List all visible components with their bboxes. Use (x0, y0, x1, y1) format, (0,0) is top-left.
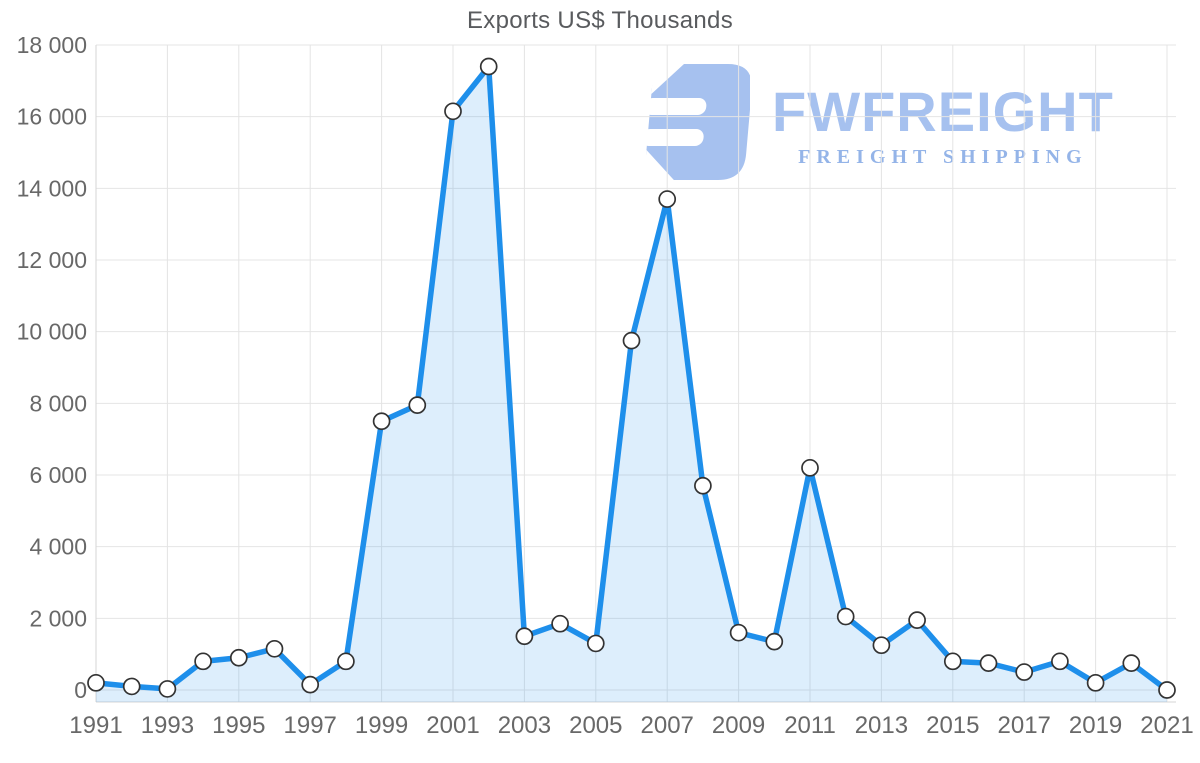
data-point-1991[interactable] (87, 673, 105, 692)
data-point-2006[interactable] (622, 331, 641, 350)
data-point-2019[interactable] (1086, 673, 1105, 692)
data-point-2002[interactable] (479, 57, 498, 76)
x-axis-label: 2003 (498, 712, 551, 739)
y-axis-label: 4 000 (29, 534, 87, 560)
data-point-2005[interactable] (586, 634, 605, 653)
y-axis-label: 6 000 (29, 462, 87, 488)
y-axis-label: 10 000 (17, 319, 87, 345)
data-point-1994[interactable] (194, 652, 212, 671)
x-axis-label: 2001 (426, 712, 479, 739)
x-axis-label: 2005 (569, 712, 622, 739)
y-axis-label: 0 (74, 677, 87, 703)
data-point-1998[interactable] (337, 652, 355, 671)
data-point-2018[interactable] (1051, 652, 1069, 671)
data-point-2020[interactable] (1122, 654, 1141, 672)
x-axis-label: 2021 (1140, 712, 1193, 739)
data-point-2014[interactable] (908, 611, 926, 629)
data-point-1996[interactable] (265, 639, 284, 658)
data-point-2001[interactable] (444, 102, 462, 121)
y-axis-label: 16 000 (17, 104, 87, 130)
data-point-1993[interactable] (158, 680, 177, 698)
data-point-1992[interactable] (122, 677, 141, 696)
data-point-2011[interactable] (801, 458, 819, 477)
data-point-2007[interactable] (658, 190, 677, 208)
x-axis-label: 1991 (69, 712, 122, 739)
data-point-2017[interactable] (1015, 663, 1034, 681)
x-axis-label: 1997 (284, 712, 337, 739)
y-axis-label: 14 000 (17, 175, 87, 201)
data-point-2012[interactable] (836, 607, 855, 626)
data-point-1995[interactable] (229, 648, 248, 667)
data-point-2008[interactable] (694, 476, 712, 495)
data-point-2015[interactable] (943, 652, 962, 671)
y-axis-label: 2 000 (29, 605, 87, 631)
y-axis-label: 8 000 (29, 390, 87, 416)
x-axis-label: 2009 (712, 712, 765, 739)
x-axis-label: 1999 (355, 712, 408, 739)
data-point-1997[interactable] (301, 675, 320, 694)
data-point-1999[interactable] (372, 412, 391, 431)
data-point-2000[interactable] (408, 396, 427, 414)
area-fill (96, 66, 1167, 702)
data-point-2013[interactable] (872, 636, 891, 655)
data-point-2009[interactable] (729, 623, 748, 642)
x-axis-label: 2011 (784, 712, 836, 739)
data-point-2021[interactable] (1158, 681, 1176, 699)
data-point-2003[interactable] (515, 627, 534, 646)
data-point-2010[interactable] (765, 632, 784, 651)
x-axis-label: 1993 (141, 712, 194, 739)
x-axis-label: 2017 (998, 712, 1051, 739)
x-axis-label: 2015 (926, 712, 979, 739)
data-point-2004[interactable] (551, 614, 569, 633)
x-axis-label: 2007 (641, 712, 694, 739)
y-axis-label: 12 000 (17, 247, 87, 273)
data-point-2016[interactable] (979, 654, 998, 672)
x-axis-label: 1995 (212, 712, 265, 739)
x-axis-label: 2013 (855, 712, 908, 739)
chart-title: Exports US$ Thousands (467, 7, 733, 34)
x-axis-label: 2019 (1069, 712, 1122, 739)
y-axis-label: 18 000 (17, 32, 87, 58)
